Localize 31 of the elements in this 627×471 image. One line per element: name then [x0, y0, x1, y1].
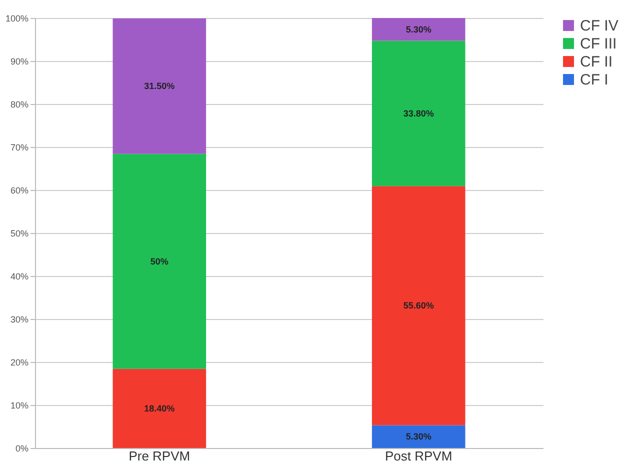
bar — [112, 368, 206, 448]
data-label: 55.60% — [403, 300, 434, 311]
y-tick-label: 90% — [10, 56, 28, 66]
data-label: 50% — [150, 256, 168, 266]
y-tick-label: 0% — [15, 444, 28, 454]
data-label: 5.30% — [406, 432, 432, 442]
y-tick-label: 30% — [10, 314, 28, 324]
bar — [372, 40, 466, 186]
bar — [372, 186, 466, 426]
data-label: 5.30% — [406, 24, 432, 34]
bar — [372, 18, 466, 41]
y-tick-label: 10% — [10, 400, 28, 410]
y-tick-label: 60% — [10, 186, 28, 196]
y-tick-label: 70% — [10, 142, 28, 152]
data-label: 31.50% — [144, 81, 175, 92]
y-tick-label: 100% — [5, 14, 28, 24]
x-tick-label: Pre RPVM — [128, 448, 190, 464]
y-tick-label: 20% — [10, 358, 28, 368]
bar — [372, 425, 466, 448]
y-tick-label: 80% — [10, 100, 28, 110]
y-tick-label: 50% — [10, 228, 28, 238]
bar — [112, 154, 206, 369]
bar — [112, 18, 206, 154]
legend-label: CF IV — [580, 18, 618, 34]
legend-label: CF II — [580, 54, 612, 70]
legend-label: CF III — [580, 36, 617, 52]
legend-label: CF I — [580, 72, 608, 88]
data-label: 33.80% — [403, 108, 434, 118]
y-tick-label: 40% — [10, 272, 28, 282]
x-tick-label: Post RPVM — [385, 448, 452, 464]
data-label: 18.40% — [144, 403, 175, 414]
